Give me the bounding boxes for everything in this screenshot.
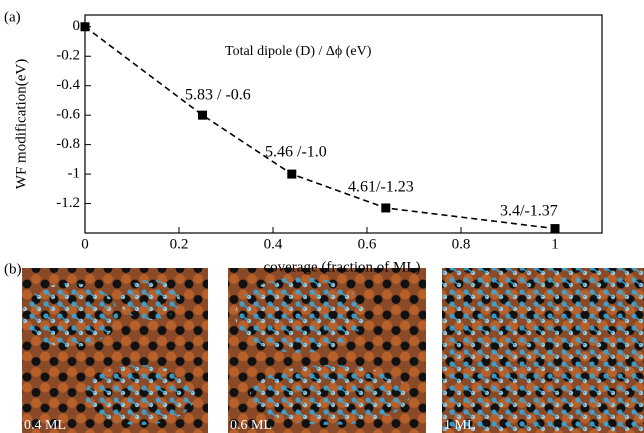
annotation: Total dipole (D) / Δϕ (eV) [225,44,372,59]
panel-label: (a) [4,9,21,25]
marker [287,169,297,179]
marker [381,203,391,213]
marker [80,22,90,32]
x-tick-label: 0.4 [264,236,283,252]
y-tick-label: -0.8 [56,136,80,152]
x-tick-label: 0.6 [358,236,377,252]
marker [198,110,207,120]
plot-frame [84,14,603,234]
y-tick-label: -1 [68,166,81,182]
snapshot [442,268,644,433]
x-tick-label: 0.8 [452,236,471,252]
y-tick-label: -0.6 [56,107,80,123]
image-label: 0.6 ML [230,418,272,433]
snapshot [228,268,426,433]
snapshot [22,268,208,433]
annotation: 3.4/-1.37 [500,203,558,220]
x-tick-label: 1 [551,236,559,252]
y-tick-label: -0.4 [56,77,80,93]
x-tick-label: 0.2 [170,236,189,252]
x-axis-label: coverage (fraction of ML) [263,259,420,275]
annotation: 4.61/-1.23 [348,179,414,196]
image-label: 1 ML [444,418,476,433]
y-tick-label: -0.2 [56,48,80,64]
image-label: 0.4 ML [24,418,66,433]
annotation: 5.46 /-1.0 [265,144,327,161]
y-tick-label: -1.2 [56,195,80,211]
panel-label: (b) [4,261,22,277]
x-tick-label: 0 [81,236,89,252]
annotation: 5.83 / -0.6 [185,87,251,104]
marker [550,224,560,234]
y-tick-label: 0 [73,18,81,34]
y-axis-label: WF modification(eV) [13,59,29,189]
